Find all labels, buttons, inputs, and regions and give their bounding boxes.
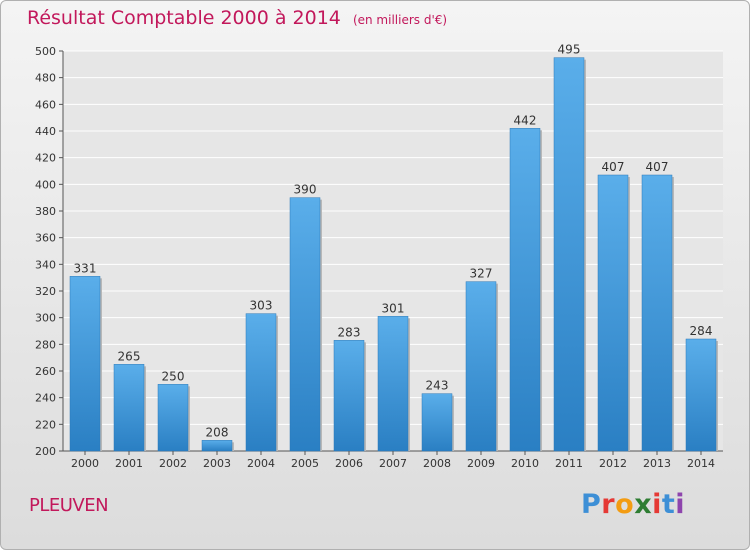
place-name: PLEUVEN [29,495,109,516]
x-tick-label: 2014 [687,457,715,470]
bar [377,316,409,452]
y-tick-label: 480 [35,72,56,85]
bar [69,276,101,452]
x-tick-label: 2013 [643,457,671,470]
y-tick-label: 400 [35,178,56,191]
y-tick-label: 420 [35,152,56,165]
bar-value-label: 243 [426,379,449,393]
bar [157,384,189,452]
bar [201,440,233,452]
x-tick-label: 2009 [467,457,495,470]
y-tick-label: 460 [35,98,56,111]
x-tick-label: 2008 [423,457,451,470]
x-tick-label: 2007 [379,457,407,470]
x-tick-label: 2001 [115,457,143,470]
bar-value-label: 265 [118,349,141,363]
bar-value-label: 442 [514,113,537,127]
bar [553,57,585,452]
bar [113,364,145,452]
y-tick-label: 280 [35,338,56,351]
bar [685,338,717,452]
chart-title: Résultat Comptable 2000 à 2014 [27,7,341,29]
y-tick-label: 220 [35,418,56,431]
bar-value-label: 284 [690,324,713,338]
y-tick-label: 240 [35,392,56,405]
bar-value-label: 327 [470,267,493,281]
bar-value-label: 283 [338,325,361,339]
bar [509,128,541,452]
chart-subtitle: (en milliers d'€) [352,13,448,27]
y-tick-label: 360 [35,232,56,245]
bar [333,340,365,452]
bar [597,174,629,452]
bar [245,313,277,452]
bar [641,174,673,452]
bar-value-label: 407 [602,160,625,174]
bar-value-label: 407 [646,160,669,174]
x-tick-label: 2003 [203,457,231,470]
bar [465,281,497,452]
y-tick-label: 300 [35,312,56,325]
x-tick-label: 2004 [247,457,275,470]
bar [289,197,321,452]
y-tick-label: 200 [35,445,56,458]
x-tick-label: 2006 [335,457,363,470]
bar-value-label: 301 [382,301,405,315]
bar-value-label: 331 [74,261,97,275]
x-tick-label: 2002 [159,457,187,470]
bar [421,393,453,452]
x-tick-label: 2000 [71,457,99,470]
y-tick-label: 320 [35,285,56,298]
y-tick-label: 340 [35,258,56,271]
bar-value-label: 250 [162,369,185,383]
x-tick-label: 2012 [599,457,627,470]
x-tick-label: 2005 [291,457,319,470]
y-tick-label: 500 [35,45,56,58]
proxiti-logo: Proxiti [581,489,686,520]
chart-title-block: Résultat Comptable 2000 à 2014 (en milli… [27,7,447,29]
bar-value-label: 208 [206,425,229,439]
y-tick-label: 260 [35,365,56,378]
bar-value-label: 495 [558,43,581,57]
bar-value-label: 303 [250,299,273,313]
bar-value-label: 390 [294,183,317,197]
y-tick-label: 380 [35,205,56,218]
x-tick-label: 2010 [511,457,539,470]
y-tick-label: 440 [35,125,56,138]
x-tick-label: 2011 [555,457,583,470]
